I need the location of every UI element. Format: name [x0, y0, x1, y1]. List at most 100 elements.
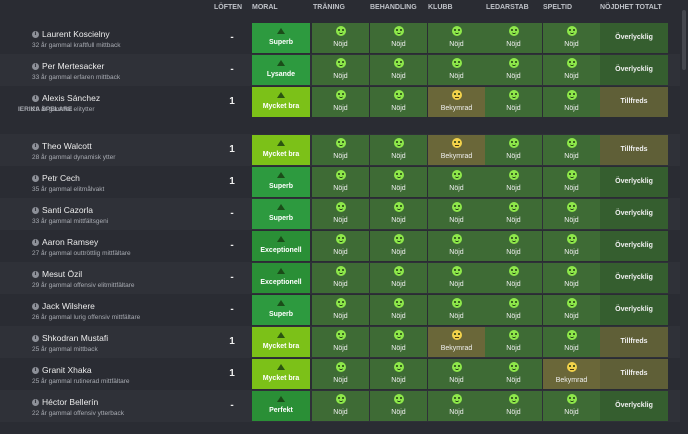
player-name[interactable]: Héctor Bellerín: [42, 397, 99, 407]
column-header-club[interactable]: KLUBB: [428, 4, 453, 11]
happiness-cell[interactable]: Nöjd: [485, 295, 542, 325]
player-name[interactable]: Alexis Sánchez: [42, 93, 101, 103]
happiness-cell[interactable]: Nöjd: [543, 263, 600, 293]
happiness-cell[interactable]: Nöjd: [428, 263, 485, 293]
happiness-cell[interactable]: Nöjd: [312, 263, 369, 293]
player-name[interactable]: Petr Cech: [42, 173, 80, 183]
happiness-cell[interactable]: Nöjd: [370, 231, 427, 261]
happiness-cell[interactable]: Nöjd: [312, 23, 369, 53]
table-row[interactable]: i Petr Cech 35 år gammal elitmålvakt 1 Super…: [0, 166, 688, 198]
column-header-promises[interactable]: LÖFTEN: [214, 4, 242, 11]
player-name[interactable]: Shkodran Mustafi: [42, 333, 109, 343]
happiness-cell[interactable]: Nöjd: [428, 359, 485, 389]
player-info[interactable]: i Héctor Bellerín 22 år gammal offensiv yt…: [0, 390, 210, 422]
happiness-cell[interactable]: Nöjd: [428, 55, 485, 85]
info-icon[interactable]: i: [32, 271, 39, 278]
happiness-cell[interactable]: Nöjd: [428, 295, 485, 325]
happiness-cell[interactable]: Nöjd: [543, 327, 600, 357]
table-row[interactable]: i Laurent Koscielny 32 år gammal kraftfull…: [0, 22, 688, 54]
info-icon[interactable]: i: [32, 399, 39, 406]
happiness-cell[interactable]: Nöjd: [428, 167, 485, 197]
column-header-treatment[interactable]: BEHANDLING: [370, 4, 417, 11]
player-name[interactable]: Aaron Ramsey: [42, 237, 99, 247]
column-header-management[interactable]: LEDARSTAB: [486, 4, 529, 11]
column-header-training[interactable]: TRÄNING: [313, 4, 345, 11]
table-row[interactable]: i Shkodran Mustafi 25 år gammal mittback 1 M…: [0, 326, 688, 358]
happiness-cell[interactable]: Nöjd: [312, 231, 369, 261]
happiness-cell[interactable]: Nöjd: [543, 167, 600, 197]
player-name[interactable]: Santi Cazorla: [42, 205, 94, 215]
table-row[interactable]: i Jack Wilshere 26 år gammal lurig offensi…: [0, 294, 688, 326]
happiness-cell[interactable]: Nöjd: [428, 391, 485, 421]
player-info[interactable]: i Alexis Sánchez 29 år gammal elitytter: [0, 86, 210, 118]
info-icon[interactable]: i: [32, 143, 39, 150]
player-info[interactable]: i Shkodran Mustafi 25 år gammal mittback: [0, 326, 210, 358]
info-icon[interactable]: i: [32, 303, 39, 310]
player-info[interactable]: i Petr Cech 35 år gammal elitmålvakt: [0, 166, 210, 198]
player-info[interactable]: i Santi Cazorla 33 år gammal mittfältsgeni: [0, 198, 210, 230]
table-row[interactable]: i Per Mertesacker 33 år gammal erfaren mit…: [0, 54, 688, 86]
player-info[interactable]: i Mesut Özil 29 år gammal offensiv elitmit…: [0, 262, 210, 294]
table-row[interactable]: i Héctor Bellerín 22 år gammal offensiv yt…: [0, 390, 688, 422]
happiness-cell[interactable]: Nöjd: [485, 55, 542, 85]
player-name[interactable]: Granit Xhaka: [42, 365, 92, 375]
happiness-cell[interactable]: Nöjd: [428, 231, 485, 261]
player-info[interactable]: i Theo Walcott 28 år gammal dynamisk ytter: [0, 134, 210, 166]
happiness-cell[interactable]: Nöjd: [312, 327, 369, 357]
info-icon[interactable]: i: [32, 239, 39, 246]
table-row[interactable]: i Alexis Sánchez 29 år gammal elitytter 1 My…: [0, 86, 688, 118]
player-name[interactable]: Theo Walcott: [42, 141, 92, 151]
info-icon[interactable]: i: [32, 335, 39, 342]
happiness-cell[interactable]: Nöjd: [312, 87, 369, 117]
info-icon[interactable]: i: [32, 95, 39, 102]
happiness-cell[interactable]: Nöjd: [428, 23, 485, 53]
player-name[interactable]: Jack Wilshere: [42, 301, 95, 311]
player-info[interactable]: i Granit Xhaka 25 år gammal rutinerad mitt…: [0, 358, 210, 390]
happiness-cell[interactable]: Nöjd: [312, 199, 369, 229]
happiness-cell[interactable]: Nöjd: [485, 199, 542, 229]
table-row[interactable]: i Aaron Ramsey 27 år gammal outtröttlig mi…: [0, 230, 688, 262]
player-info[interactable]: i Per Mertesacker 33 år gammal erfaren mit…: [0, 54, 210, 86]
happiness-cell[interactable]: Nöjd: [370, 295, 427, 325]
happiness-cell[interactable]: Nöjd: [485, 263, 542, 293]
happiness-cell[interactable]: Bekymrad: [428, 135, 485, 165]
happiness-cell[interactable]: Nöjd: [543, 199, 600, 229]
happiness-cell[interactable]: Nöjd: [485, 167, 542, 197]
happiness-cell[interactable]: Nöjd: [370, 327, 427, 357]
happiness-cell[interactable]: Nöjd: [543, 295, 600, 325]
happiness-cell[interactable]: Nöjd: [485, 359, 542, 389]
happiness-cell[interactable]: Nöjd: [485, 327, 542, 357]
happiness-cell[interactable]: Nöjd: [543, 135, 600, 165]
scrollbar-thumb[interactable]: [682, 10, 686, 70]
info-icon[interactable]: i: [32, 367, 39, 374]
happiness-cell[interactable]: Nöjd: [312, 295, 369, 325]
happiness-cell[interactable]: Nöjd: [543, 231, 600, 261]
happiness-cell[interactable]: Nöjd: [312, 391, 369, 421]
happiness-cell[interactable]: Nöjd: [428, 199, 485, 229]
scrollbar[interactable]: [680, 0, 688, 434]
happiness-cell[interactable]: Nöjd: [485, 87, 542, 117]
happiness-cell[interactable]: Nöjd: [312, 135, 369, 165]
happiness-cell[interactable]: Nöjd: [543, 23, 600, 53]
info-icon[interactable]: i: [32, 63, 39, 70]
happiness-cell[interactable]: Nöjd: [370, 23, 427, 53]
column-header-moral[interactable]: MORAL: [252, 4, 278, 11]
player-name[interactable]: Mesut Özil: [42, 269, 83, 279]
table-row[interactable]: i Mesut Özil 29 år gammal offensiv elitmit…: [0, 262, 688, 294]
happiness-cell[interactable]: Nöjd: [370, 359, 427, 389]
happiness-cell[interactable]: Nöjd: [485, 23, 542, 53]
player-info[interactable]: i Jack Wilshere 26 år gammal lurig offensi…: [0, 294, 210, 326]
info-icon[interactable]: i: [32, 175, 39, 182]
info-icon[interactable]: i: [32, 31, 39, 38]
happiness-cell[interactable]: Nöjd: [370, 391, 427, 421]
happiness-cell[interactable]: Nöjd: [543, 391, 600, 421]
column-header-total[interactable]: NÖJDHET TOTALT: [600, 4, 662, 11]
happiness-cell[interactable]: Nöjd: [485, 391, 542, 421]
happiness-cell[interactable]: Nöjd: [370, 55, 427, 85]
player-info[interactable]: i Aaron Ramsey 27 år gammal outtröttlig mi…: [0, 230, 210, 262]
table-row[interactable]: i Granit Xhaka 25 år gammal rutinerad mitt…: [0, 358, 688, 390]
player-info[interactable]: i Laurent Koscielny 32 år gammal kraftfull…: [0, 22, 210, 54]
happiness-cell[interactable]: Nöjd: [370, 199, 427, 229]
happiness-cell[interactable]: Nöjd: [312, 55, 369, 85]
happiness-cell[interactable]: Nöjd: [312, 167, 369, 197]
